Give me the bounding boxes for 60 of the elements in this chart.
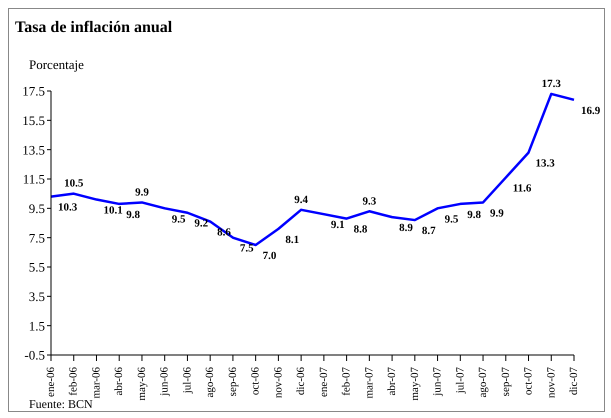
y-tick-label: 13.5 <box>22 142 45 158</box>
data-label: 9.8 <box>467 208 482 221</box>
data-label: 7.5 <box>240 242 254 255</box>
x-tick-label: oct-06 <box>250 366 262 396</box>
y-tick-label: 17.5 <box>22 84 45 99</box>
data-label: 8.7 <box>422 225 436 238</box>
x-tick-label: ene-07 <box>318 366 330 397</box>
data-label: 10.1 <box>103 204 123 217</box>
x-tick-label: jul-07 <box>454 366 466 394</box>
x-tick-label: oct-07 <box>522 366 535 396</box>
y-tick-label: -0.5 <box>24 348 45 363</box>
x-tick-label: ago-07 <box>477 366 490 398</box>
x-tick-label: abr-07 <box>386 366 398 396</box>
x-tick-label: nov-06 <box>272 366 284 398</box>
data-label: 11.6 <box>512 182 532 195</box>
y-tick-label: 15.5 <box>22 112 45 128</box>
x-tick-label: feb-06 <box>68 366 80 396</box>
source-note: Fuente: BCN <box>29 397 93 412</box>
data-label: 9.4 <box>294 194 309 206</box>
y-tick-label: 3.5 <box>28 288 45 304</box>
x-tick-label: dic-06 <box>295 366 308 396</box>
x-tick-label: mar-07 <box>363 366 376 399</box>
x-tick-label: mar-06 <box>90 366 102 399</box>
x-tick-label: jul-06 <box>181 366 194 394</box>
data-label: 9.2 <box>194 218 209 230</box>
x-tick-label: may-06 <box>136 366 148 401</box>
x-tick-label: jun-06 <box>158 366 171 397</box>
x-tick-label: sep-06 <box>226 366 239 396</box>
data-label: 9.9 <box>135 186 150 198</box>
x-tick-label: feb-07 <box>340 366 353 396</box>
data-label: 9.3 <box>362 195 377 208</box>
x-tick-label: dic-07 <box>568 366 580 396</box>
data-label: 9.8 <box>126 208 140 221</box>
y-tick-label: 7.5 <box>28 230 45 246</box>
data-label: 8.9 <box>399 222 414 234</box>
x-tick-label: may-07 <box>408 366 421 401</box>
data-label: 8.8 <box>354 224 368 236</box>
data-label: 13.3 <box>536 158 556 170</box>
data-label: 9.5 <box>172 213 186 226</box>
data-label: 9.1 <box>330 219 345 232</box>
x-tick-label: nov-07 <box>545 366 558 398</box>
data-label: 7.0 <box>262 250 277 262</box>
x-tick-label: sep-07 <box>500 366 512 396</box>
data-label: 9.5 <box>444 213 459 226</box>
data-label: 10.3 <box>58 202 78 214</box>
y-tick-label: 9.5 <box>28 200 45 216</box>
y-tick-label: 5.5 <box>28 260 45 275</box>
y-tick-label: 11.5 <box>22 172 45 187</box>
x-tick-label: jun-07 <box>432 366 444 397</box>
data-label: 17.3 <box>542 78 562 90</box>
data-label: 16.9 <box>581 104 601 117</box>
data-label: 8.1 <box>285 234 300 246</box>
chart-title: Tasa de inflación anual <box>15 19 172 37</box>
data-label: 9.9 <box>490 207 504 220</box>
x-tick-label: abr-06 <box>113 366 126 396</box>
y-axis-title: Porcentaje <box>29 57 84 73</box>
y-tick-label: 1.5 <box>28 318 45 334</box>
data-label: 10.5 <box>64 178 84 190</box>
x-tick-label: ene-06 <box>45 366 57 397</box>
x-tick-label: ago-06 <box>204 366 216 398</box>
